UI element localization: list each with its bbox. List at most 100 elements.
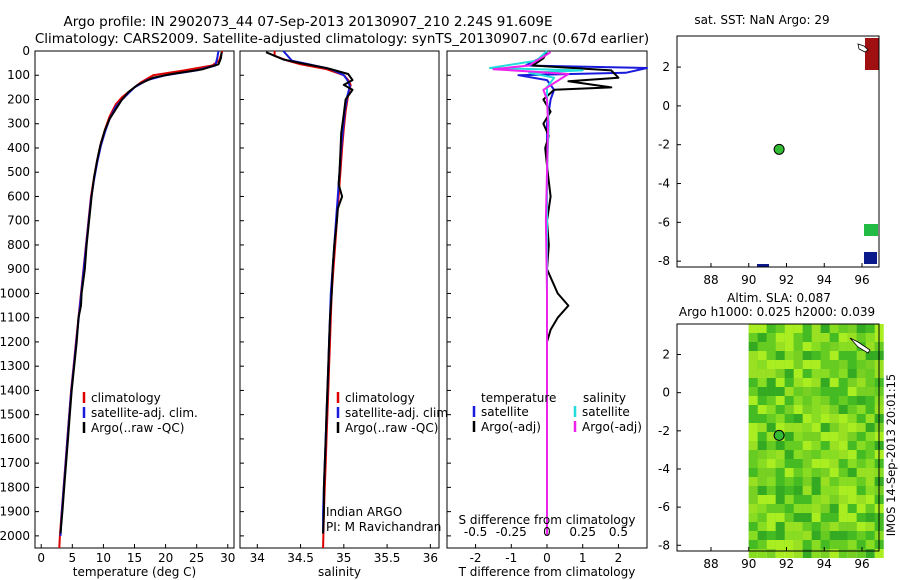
sla-cell xyxy=(748,522,758,531)
sla-cell xyxy=(856,396,866,405)
sla-cell xyxy=(829,432,839,441)
figure-title-line2: Climatology: CARS2009. Satellite-adjuste… xyxy=(35,31,649,47)
sla-cell xyxy=(811,504,821,513)
sla-cell xyxy=(865,414,875,423)
sla-cell xyxy=(766,549,776,558)
sla-cell xyxy=(757,369,767,378)
sla-cell xyxy=(775,378,785,387)
sla-cell xyxy=(748,423,758,432)
sla-cell xyxy=(784,513,794,522)
sla-cell xyxy=(847,342,857,351)
sla-cell xyxy=(865,504,875,513)
legend-header-salinity: salinity xyxy=(583,391,626,405)
sla-cell xyxy=(748,495,758,504)
sla-cell xyxy=(811,549,821,558)
sla-cell xyxy=(856,504,866,513)
sla-cell xyxy=(865,342,875,351)
sla-cell xyxy=(766,324,776,333)
y-tick-label: -8 xyxy=(658,538,670,552)
legend-label: Argo(-adj) xyxy=(582,420,642,434)
sla-cell xyxy=(784,459,794,468)
s-tick-label: 0.5 xyxy=(609,525,628,539)
sla-cell xyxy=(793,468,803,477)
sla-cell xyxy=(865,513,875,522)
sla-cell xyxy=(865,540,875,549)
y-tick-label: 700 xyxy=(7,214,30,228)
sla-cell xyxy=(793,405,803,414)
sla-cell xyxy=(766,513,776,522)
sla-cell xyxy=(838,396,848,405)
x-tick-label: 92 xyxy=(779,557,794,571)
sla-cell xyxy=(829,477,839,486)
sst-patch xyxy=(864,252,877,264)
sla-cell xyxy=(793,432,803,441)
sla-cell xyxy=(793,495,803,504)
sla-cell xyxy=(757,504,767,513)
sla-cell xyxy=(784,342,794,351)
sla-cell xyxy=(766,504,776,513)
sla-cell xyxy=(793,531,803,540)
sla-cell xyxy=(865,378,875,387)
sla-cell xyxy=(757,450,767,459)
sla-cell xyxy=(811,414,821,423)
sla-cell xyxy=(829,495,839,504)
sla-cell xyxy=(847,531,857,540)
sla-cell xyxy=(820,405,830,414)
sla-cell xyxy=(820,513,830,522)
sla-cell xyxy=(793,342,803,351)
salinity-frame xyxy=(239,50,440,549)
sla-cell xyxy=(784,423,794,432)
s-tick-label: 0.25 xyxy=(569,525,596,539)
sla-cell xyxy=(820,414,830,423)
sla-cell xyxy=(802,396,812,405)
difference-panel: -2 -1 0 1 2T difference from climatology -0.5… xyxy=(446,50,648,579)
x-tick-label: 5 xyxy=(68,551,76,565)
sla-cell xyxy=(766,351,776,360)
sla-cell xyxy=(748,549,758,558)
sla-cell xyxy=(820,468,830,477)
sla-cell xyxy=(784,387,794,396)
sla-cell xyxy=(757,387,767,396)
sla-cell xyxy=(757,477,767,486)
sla-cell xyxy=(748,486,758,495)
sla-cell xyxy=(766,522,776,531)
sla-cell xyxy=(865,324,875,333)
sla-cell xyxy=(757,324,767,333)
sla-cell xyxy=(829,351,839,360)
sla-cell xyxy=(856,333,866,342)
sla-cell xyxy=(838,450,848,459)
sla-cell xyxy=(802,378,812,387)
sla-cell xyxy=(820,531,830,540)
sla-cell xyxy=(766,387,776,396)
x-tick-label: 94 xyxy=(817,557,832,571)
sla-cell xyxy=(757,441,767,450)
sla-cell xyxy=(766,531,776,540)
sla-cell xyxy=(748,477,758,486)
figure-title-line1: Argo profile: IN 2902073_44 07-Sep-2013 … xyxy=(63,14,552,30)
sla-cell xyxy=(811,360,821,369)
sla-cell xyxy=(865,450,875,459)
sla-cell xyxy=(811,378,821,387)
sla-cell xyxy=(766,342,776,351)
sla-cell xyxy=(748,351,758,360)
sla-cell xyxy=(802,513,812,522)
sla-cell xyxy=(748,432,758,441)
y-tick-label: 2000 xyxy=(0,529,30,543)
sla-cell xyxy=(784,504,794,513)
sla-cell xyxy=(865,441,875,450)
sla-cell xyxy=(784,522,794,531)
sla-cell xyxy=(793,549,803,558)
sla-cell xyxy=(838,540,848,549)
sla-cell xyxy=(856,378,866,387)
sla-cell xyxy=(811,477,821,486)
sla-cell xyxy=(757,423,767,432)
sla-cell xyxy=(757,405,767,414)
sla-cell xyxy=(820,522,830,531)
sla-cell xyxy=(766,441,776,450)
sla-cell xyxy=(811,432,821,441)
sla-cell xyxy=(856,513,866,522)
sla-cell xyxy=(838,531,848,540)
sla-cell xyxy=(856,549,866,558)
sla-cell xyxy=(829,342,839,351)
sla-cell xyxy=(784,396,794,405)
